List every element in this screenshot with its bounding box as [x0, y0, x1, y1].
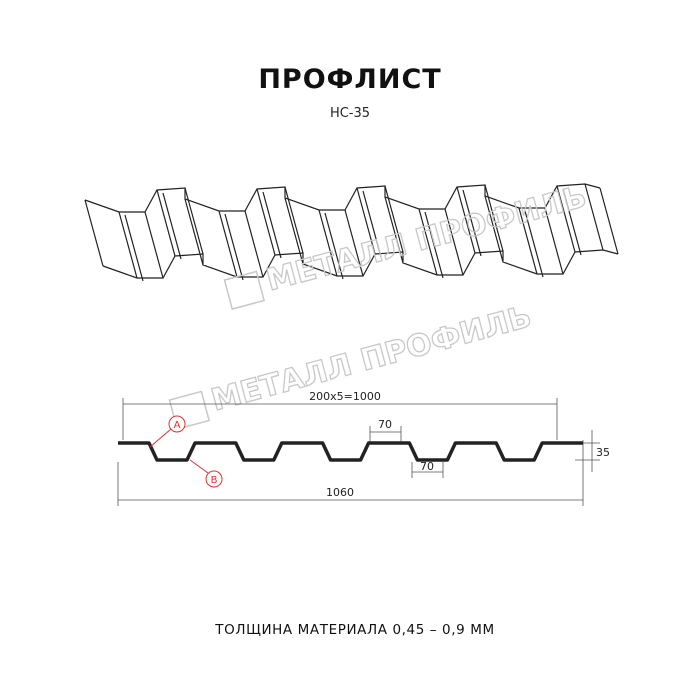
sheet-edge — [544, 207, 564, 275]
sheet-edge — [84, 199, 104, 267]
sheet-edge — [462, 189, 482, 257]
sheet-edge — [556, 185, 576, 253]
sheet-edge — [456, 186, 476, 254]
sheet-edge — [162, 192, 182, 260]
sheet-edge — [562, 188, 582, 256]
sheet-edge — [356, 187, 376, 255]
watermark: МЕТАЛЛ ПРОФИЛЬ — [223, 179, 591, 310]
sheet-edge — [418, 208, 438, 276]
sheet-edge — [184, 187, 204, 255]
subtitle: НС-35 — [330, 106, 370, 121]
profile-section — [118, 441, 583, 462]
sheet-edge — [256, 188, 276, 256]
sheet-edge — [384, 185, 404, 253]
sheet-edge — [518, 207, 538, 275]
sheet-3d — [84, 183, 619, 282]
dim-total: 1060 — [326, 486, 354, 499]
sheet-edge — [102, 249, 619, 279]
sheet-edge — [244, 210, 264, 278]
sheet-edge — [218, 210, 238, 278]
watermark: МЕТАЛЛ ПРОФИЛЬ — [168, 299, 536, 430]
sheet-edge — [284, 197, 304, 265]
callout-b: B — [211, 475, 218, 486]
sheet-edge — [484, 195, 504, 263]
sheet-edge — [424, 211, 444, 279]
sheet-edge — [524, 210, 544, 278]
sheet-edge — [324, 212, 344, 280]
sheet-edge — [318, 209, 338, 277]
sheet-edge — [124, 214, 144, 282]
sheet-edge — [344, 209, 364, 277]
dim-height: 35 — [596, 446, 610, 459]
sheet-edge — [156, 189, 176, 257]
sheet-edge — [262, 191, 282, 259]
sheet-edge — [444, 208, 464, 276]
sheet-edge — [118, 211, 138, 279]
footer: ТОЛЩИНА МАТЕРИАЛА 0,45 – 0,9 ММ — [214, 622, 494, 638]
watermark-text: МЕТАЛЛ ПРОФИЛЬ — [263, 179, 590, 298]
dim-pitch: 200х5=1000 — [309, 390, 381, 403]
sheet-edge — [284, 186, 304, 254]
sheet-edge — [144, 211, 164, 279]
title: ПРОФЛИСТ — [258, 64, 441, 95]
dim-top: 70 — [378, 418, 392, 431]
sheet-edge — [584, 183, 604, 251]
dim-bottom: 70 — [420, 460, 434, 473]
dimension-lines — [117, 398, 600, 506]
sheet-edge — [599, 187, 619, 255]
sheet-edge — [384, 196, 404, 264]
watermark-logo — [223, 270, 266, 310]
sheet-edge — [484, 184, 504, 252]
sheet-edge — [184, 198, 204, 266]
sheet-edge — [224, 213, 244, 281]
callouts — [149, 415, 223, 488]
callout-a: A — [174, 420, 181, 431]
sheet-edge — [362, 190, 382, 258]
